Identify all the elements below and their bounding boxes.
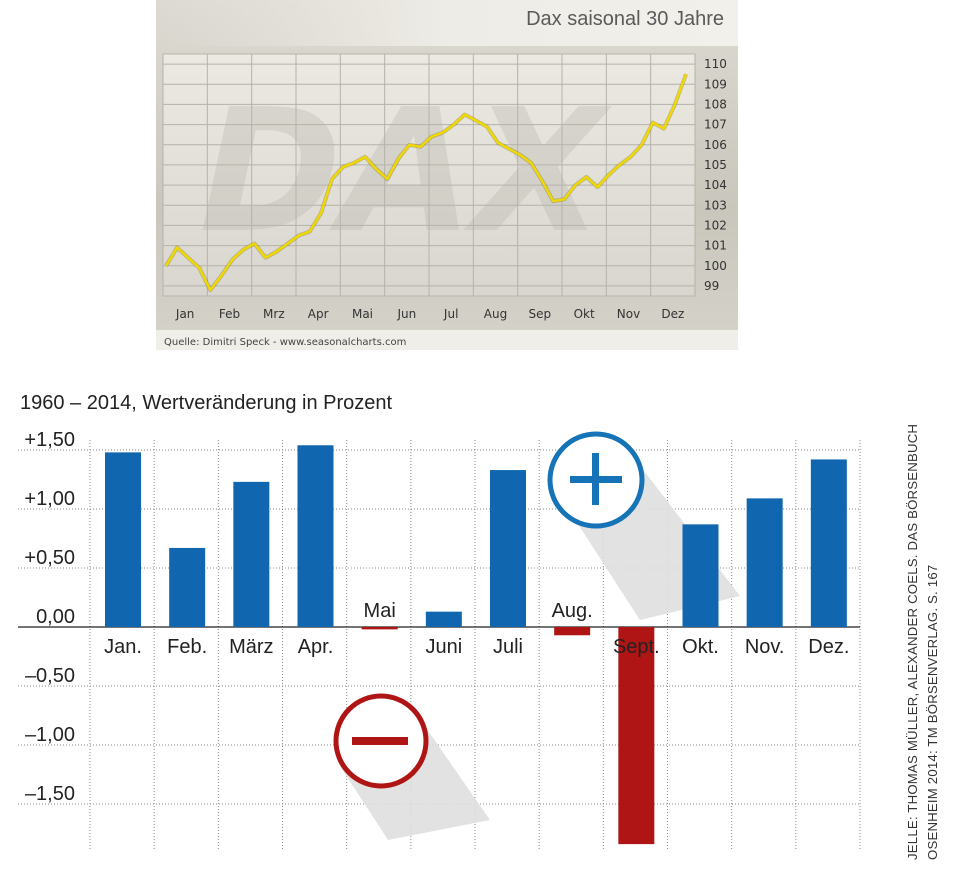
x-tick-label: Okt xyxy=(574,307,595,321)
line-chart-x-ticks: Jan Feb Mrz Apr Mai Jun Jul Aug Sep Okt Nov Dez xyxy=(175,307,684,321)
bar-chart-month-labels: Jan. Feb. März Apr. Mai Juni Juli Aug. Sept. Okt.… xyxy=(104,600,849,658)
y-tick-label: +1,50 xyxy=(24,429,75,451)
month-label: Feb. xyxy=(167,636,207,658)
month-label: Okt. xyxy=(682,636,719,658)
minus-stroke xyxy=(352,737,408,745)
month-label: Dez. xyxy=(808,636,849,658)
credit-line-2: OSENHEIM 2014: TM BÖRSENVERLAG. S. 167 xyxy=(925,564,940,860)
bar xyxy=(682,524,719,627)
x-tick-label: Sep xyxy=(529,307,552,321)
x-tick-label: Jun xyxy=(396,307,416,321)
bar xyxy=(554,627,591,636)
bar xyxy=(425,611,462,627)
credit-line-1: JELLE: THOMAS MÜLLER, ALEXANDER COELS. D… xyxy=(905,423,920,860)
month-label: Juni xyxy=(425,636,462,658)
source-credit: JELLE: THOMAS MÜLLER, ALEXANDER COELS. D… xyxy=(903,424,943,860)
y-tick-label: 99 xyxy=(704,279,719,293)
source-band xyxy=(156,330,738,350)
monthly-change-bar-chart: +1,50 +1,00 +0,50 0,00 –0,50 –1,00 –1,50 Jan. F… xyxy=(18,429,861,850)
bar xyxy=(361,627,398,630)
y-tick-label: 107 xyxy=(704,118,727,132)
y-tick-label: –0,50 xyxy=(25,665,75,687)
y-tick-label: 110 xyxy=(704,57,727,71)
line-chart-series xyxy=(164,73,688,292)
y-tick-label: 106 xyxy=(704,138,727,152)
bar xyxy=(490,470,526,627)
y-tick-label: 108 xyxy=(704,97,727,111)
bar xyxy=(233,481,270,627)
bar xyxy=(297,445,334,627)
month-label: Jan. xyxy=(104,636,142,658)
dax-seasonal-chart: Dax saisonal 30 Jahre DAX 110 109 108 107 10… xyxy=(156,0,738,350)
bar xyxy=(810,459,847,627)
bar xyxy=(746,498,783,627)
plus-vertical-stroke xyxy=(592,453,599,505)
series-line xyxy=(164,73,688,292)
month-label: März xyxy=(229,636,273,658)
bar-chart-bars xyxy=(105,445,847,845)
y-tick-label: 105 xyxy=(704,158,727,172)
dax-watermark: DAX xyxy=(178,72,624,271)
line-chart-grid xyxy=(162,54,696,296)
month-label: Juli xyxy=(493,636,523,658)
x-tick-label: Feb xyxy=(219,307,240,321)
bar-chart-title: 1960 – 2014, Wertveränderung in Prozent xyxy=(20,392,393,414)
y-tick-label: 100 xyxy=(704,259,727,273)
bar xyxy=(105,452,141,627)
y-tick-label: 109 xyxy=(704,77,727,91)
y-tick-label: –1,50 xyxy=(25,783,75,805)
bar xyxy=(169,547,206,627)
x-tick-label: Jan xyxy=(175,307,195,321)
line-chart-y-ticks: 110 109 108 107 106 105 104 103 102 101 100 99 xyxy=(704,57,727,293)
x-tick-label: Aug xyxy=(484,307,507,321)
dax-seasonal-chart-panel: Dax saisonal 30 Jahre DAX 110 109 108 107 10… xyxy=(156,0,738,350)
y-tick-label: 0,00 xyxy=(36,606,75,628)
title-band xyxy=(156,0,738,46)
month-label: Mai xyxy=(364,600,396,622)
x-tick-label: Dez xyxy=(661,307,684,321)
y-tick-label: 104 xyxy=(704,178,727,192)
y-tick-label: +1,00 xyxy=(24,488,75,510)
bar-chart-y-ticks: +1,50 +1,00 +0,50 0,00 –0,50 –1,00 –1,50 xyxy=(24,429,75,805)
x-tick-label: Mrz xyxy=(263,307,285,321)
y-tick-label: 103 xyxy=(704,198,727,212)
y-tick-label: 102 xyxy=(704,218,727,232)
line-chart-source: Quelle: Dimitri Speck - www.seasonalchar… xyxy=(164,337,406,348)
x-tick-label: Mai xyxy=(352,307,373,321)
x-tick-label: Jul xyxy=(443,307,458,321)
month-label: Sept. xyxy=(613,636,660,658)
minus-circle-icon xyxy=(333,693,490,840)
y-tick-label: +0,50 xyxy=(24,547,75,569)
y-tick-label: 101 xyxy=(704,239,727,253)
line-chart-title: Dax saisonal 30 Jahre xyxy=(526,8,724,30)
x-tick-label: Nov xyxy=(617,307,640,321)
month-label: Apr. xyxy=(298,636,334,658)
x-tick-label: Apr xyxy=(308,307,329,321)
y-tick-label: –1,00 xyxy=(25,724,75,746)
month-label: Aug. xyxy=(552,600,593,622)
bar xyxy=(618,627,655,845)
month-label: Nov. xyxy=(745,636,785,658)
